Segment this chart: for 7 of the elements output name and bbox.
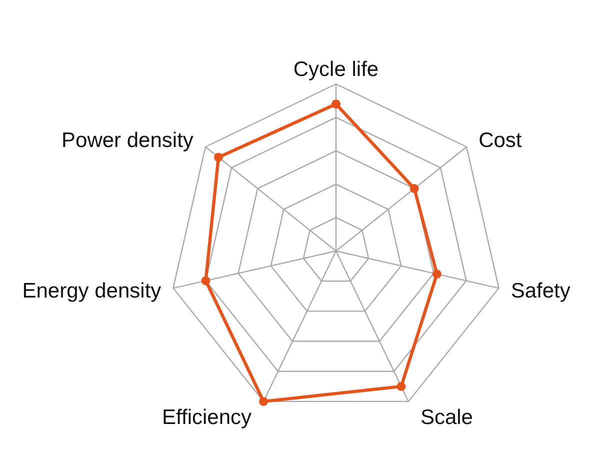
spoke-label: Safety bbox=[510, 280, 571, 303]
spoke-label: Cost bbox=[478, 129, 522, 152]
spoke-label: Energy density bbox=[22, 280, 162, 303]
spoke-label: Cycle life bbox=[293, 58, 379, 81]
spoke-label: Efficiency bbox=[162, 406, 252, 429]
spoke-label: Scale bbox=[420, 406, 473, 429]
spoke-label: Power density bbox=[62, 129, 194, 152]
